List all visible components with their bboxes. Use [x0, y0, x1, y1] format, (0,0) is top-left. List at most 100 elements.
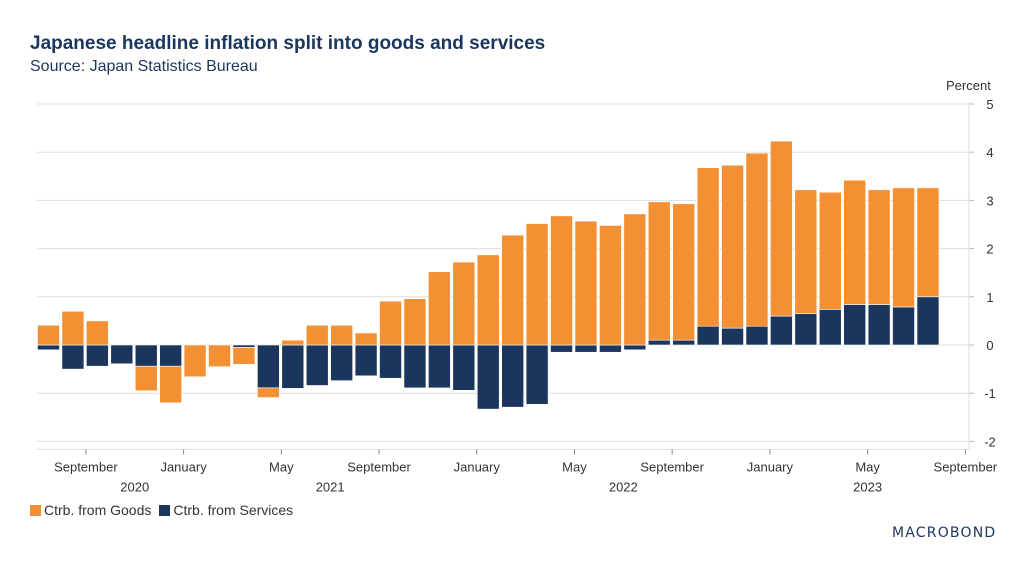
bar-goods: [794, 189, 818, 314]
bar-goods: [892, 187, 915, 308]
bar-goods: [37, 324, 60, 346]
bar-services: [330, 344, 353, 381]
bar-services: [818, 309, 842, 346]
x-tick-label: September: [640, 459, 704, 474]
y-tick-label: 4: [986, 145, 993, 160]
bar-services: [745, 325, 769, 346]
y-tick-label: -1: [984, 386, 996, 401]
bar-services: [476, 344, 500, 410]
bar-goods: [770, 140, 793, 317]
bar-services: [525, 344, 549, 405]
bar-goods: [86, 320, 109, 346]
bar-services: [721, 327, 744, 346]
bar-goods: [208, 344, 231, 367]
y-tick-label: 5: [986, 97, 993, 112]
bar-services: [452, 344, 476, 391]
x-year-label: 2022: [609, 479, 638, 494]
bar-services: [428, 344, 451, 389]
bar-services: [843, 304, 866, 346]
legend: Ctrb. from Goods Ctrb. from Services: [30, 502, 293, 518]
bar-services: [110, 344, 134, 365]
legend-label-goods: Ctrb. from Goods: [44, 502, 152, 518]
bar-services: [501, 344, 524, 408]
bar-goods: [281, 339, 305, 346]
bar-services: [867, 304, 891, 346]
bar-goods: [916, 187, 940, 298]
y-tick-label: 0: [986, 338, 993, 353]
bar-goods: [476, 254, 500, 346]
bar-services: [647, 339, 671, 346]
bar-services: [232, 344, 256, 348]
bar-services: [134, 344, 158, 367]
y-tick-label: -2: [984, 434, 996, 449]
bar-services: [770, 315, 793, 346]
bar-services: [257, 344, 280, 389]
bar-services: [550, 344, 573, 353]
bar-services: [37, 344, 60, 351]
bar-services: [305, 344, 329, 386]
bar-services: [403, 344, 427, 389]
legend-item-services: Ctrb. from Services: [159, 502, 293, 518]
bar-goods: [501, 234, 524, 346]
macrobond-logo: MACROBOND: [892, 525, 997, 541]
y-tick-label: 1: [986, 290, 993, 305]
bar-services: [794, 313, 818, 346]
bar-services: [574, 344, 598, 353]
bar-services: [916, 296, 940, 346]
bar-services: [892, 306, 915, 346]
bar-goods: [354, 332, 378, 346]
legend-label-services: Ctrb. from Services: [173, 502, 294, 518]
bar-goods: [61, 310, 85, 346]
bar-goods: [867, 189, 891, 305]
bar-goods: [696, 167, 720, 327]
bar-services: [354, 344, 378, 377]
bar-services: [281, 344, 305, 389]
bar-goods: [818, 191, 842, 310]
x-tick-label: May: [562, 459, 587, 474]
x-tick-label: September: [54, 459, 118, 474]
bar-goods: [647, 201, 671, 341]
x-tick-label: January: [747, 459, 794, 474]
bar-services: [379, 344, 402, 379]
bar-goods: [452, 261, 476, 346]
bar-goods: [550, 215, 573, 346]
bars: [37, 140, 940, 410]
chart-title: Japanese headline inflation split into g…: [30, 33, 546, 54]
bar-goods: [623, 213, 647, 346]
y-axis-unit-label: Percent: [946, 78, 991, 93]
x-year-label: 2021: [316, 479, 345, 494]
bar-services: [159, 344, 182, 367]
bar-services: [623, 344, 647, 351]
y-tick-label: 2: [986, 242, 993, 257]
bar-goods: [428, 271, 451, 346]
bar-goods: [257, 387, 280, 398]
legend-swatch-goods: [30, 504, 41, 516]
bar-goods: [403, 298, 427, 346]
bar-goods: [183, 344, 207, 378]
bar-goods: [843, 179, 866, 305]
bar-goods: [134, 365, 158, 392]
chart-subtitle: Source: Japan Statistics Bureau: [30, 58, 258, 75]
x-year-label: 2023: [853, 479, 882, 494]
bar-goods: [330, 324, 353, 346]
bar-goods: [379, 300, 402, 346]
bar-goods: [672, 203, 695, 341]
bar-goods: [159, 365, 182, 404]
y-tick-label: 3: [986, 193, 993, 208]
x-tick-label: January: [454, 459, 501, 474]
legend-item-goods: Ctrb. from Goods: [30, 502, 151, 518]
x-tick-label: May: [269, 459, 294, 474]
bar-goods: [525, 223, 549, 346]
legend-swatch-services: [159, 504, 171, 516]
x-tick-label: January: [160, 459, 207, 474]
bar-goods: [574, 220, 598, 346]
x-year-label: 2020: [120, 479, 149, 494]
bar-services: [696, 325, 720, 346]
bar-services: [672, 339, 695, 346]
x-tick-label: May: [855, 459, 880, 474]
x-tick-label: September: [347, 459, 411, 474]
bar-goods: [745, 152, 769, 327]
bar-goods: [721, 164, 744, 329]
bar-services: [599, 344, 622, 353]
